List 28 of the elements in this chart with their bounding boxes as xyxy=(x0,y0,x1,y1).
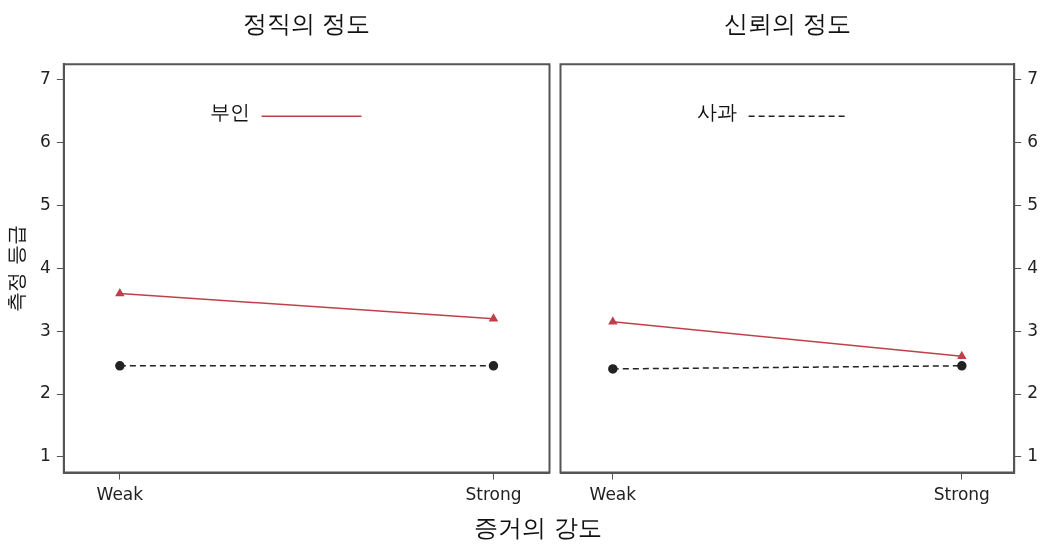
y-tick-label: 3 xyxy=(39,319,51,340)
y-tick-label: 2 xyxy=(39,382,51,403)
x-axis-title: 증거의 강도 xyxy=(473,513,603,544)
x-tick-label: Strong xyxy=(465,484,522,505)
y2-tick-label: 5 xyxy=(1027,193,1039,214)
y-axis-title: 측정 등급 xyxy=(4,225,29,312)
y-tick-label: 7 xyxy=(39,68,51,89)
x-tick-label: Strong xyxy=(933,484,990,505)
legend-label: 부인 xyxy=(209,100,250,125)
chart-title: 신뢰의 정도 xyxy=(722,9,853,40)
x-tick-label: Weak xyxy=(589,484,637,505)
point xyxy=(608,364,618,374)
x-tick-label: Weak xyxy=(96,484,144,505)
y2-tick-label: 6 xyxy=(1027,131,1039,152)
legend-label: 사과 xyxy=(696,100,737,125)
point xyxy=(115,361,125,371)
y2-tick-label: 7 xyxy=(1027,68,1039,89)
y-tick-label: 4 xyxy=(39,256,51,277)
point xyxy=(488,361,499,371)
y-tick-label: 1 xyxy=(39,445,51,466)
y-tick-label: 6 xyxy=(39,131,51,152)
chart-title: 정직의 정도 xyxy=(241,9,372,40)
point xyxy=(957,361,967,371)
y2-tick-label: 3 xyxy=(1027,319,1039,340)
y2-tick-label: 4 xyxy=(1027,256,1039,277)
y-tick-label: 5 xyxy=(39,193,51,214)
y2-tick-label: 1 xyxy=(1027,445,1039,466)
y2-tick-label: 2 xyxy=(1027,382,1039,403)
